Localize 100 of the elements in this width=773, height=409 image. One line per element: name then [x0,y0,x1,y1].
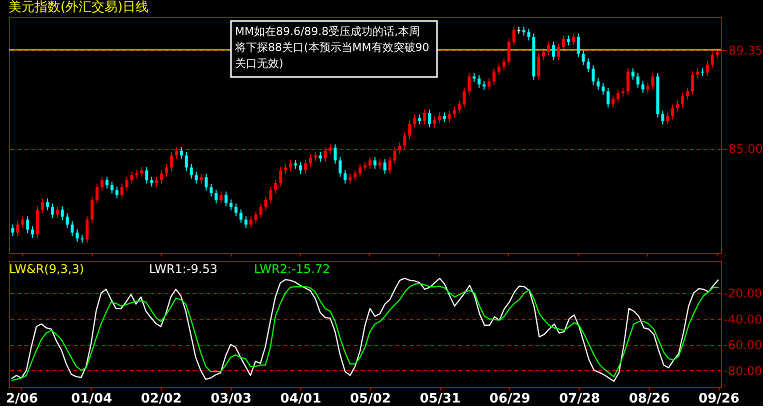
x-tick-label: 2/06 [6,392,38,406]
candlestick [586,58,590,73]
x-tick-label: 06/29 [489,392,530,406]
candlestick [184,152,188,172]
candlestick [289,159,292,172]
candlestick [448,110,451,123]
candlestick [21,216,24,229]
candlestick [651,72,654,90]
x-tick-label: 01/04 [71,392,112,406]
candlestick [542,48,546,61]
x-tick-label: 02/02 [140,392,182,406]
candlestick [432,116,436,128]
candlestick [50,203,54,219]
candlestick [16,220,20,236]
candlestick [527,28,530,41]
candlestick [269,186,272,204]
candlestick [438,112,441,124]
candlestick [383,158,386,174]
candlestick [557,43,560,61]
candlestick [190,164,193,180]
candlestick [56,206,59,219]
candlestick [596,78,600,90]
candlestick [130,171,134,184]
candlestick [348,173,352,184]
candlestick [86,216,89,244]
chart-title: 美元指数(外汇交易)日线 [8,0,149,15]
candlestick [120,183,124,199]
series-label: LWR1:-9.53 [149,262,218,276]
candlestick [566,35,570,46]
candlestick [423,109,426,125]
candlestick [230,198,233,211]
candlestick [602,82,605,96]
candlestick [354,169,357,182]
candlestick [661,110,664,125]
candlestick [80,234,84,244]
candlestick [497,62,500,76]
candlestick [696,68,699,79]
x-tick-label: 08/26 [628,392,670,406]
candlestick [606,88,610,108]
candlestick [612,95,615,108]
candlestick [507,38,510,66]
y-tick-label: -40.00 [724,312,762,326]
candlestick [671,104,674,120]
candlestick [398,142,402,155]
candlestick [631,68,634,80]
candlestick [378,158,382,170]
candlestick [110,181,114,194]
candlestick [70,220,74,236]
x-tick-label: 09/26 [698,392,740,406]
y-tick-label: -20.00 [724,286,762,301]
candlestick [706,60,709,76]
candlestick [373,156,376,170]
candlestick [488,78,491,90]
candlestick [26,216,30,234]
candlestick [308,154,312,168]
candlestick [140,166,144,178]
candlestick [636,72,640,88]
candlestick [299,162,302,174]
x-tick-label: 03/03 [210,392,252,406]
candlestick [666,112,670,125]
candlestick [334,144,337,164]
candlestick [180,146,183,160]
x-tick-label: 05/31 [420,392,461,406]
candlestick [96,183,99,204]
candlestick [458,100,461,114]
candlestick [388,156,392,174]
candlestick [452,106,456,118]
candlestick [324,146,327,162]
candlestick [368,156,372,170]
candlestick [284,164,288,174]
candlestick [220,191,223,204]
candlestick [512,26,516,46]
candlestick [552,41,556,61]
candlestick [170,152,173,172]
candlestick [710,50,714,69]
candlestick [344,169,347,184]
x-tick-label: 04/01 [280,392,322,406]
candlestick [646,82,650,94]
candlestick [492,68,496,86]
candlestick [194,171,198,184]
candlestick [100,176,104,192]
candlestick [279,166,282,188]
candlestick [572,33,575,46]
candlestick [165,164,168,178]
candlestick [259,203,262,219]
series-label: LWR2:-15.72 [254,262,330,276]
candlestick [254,210,258,224]
candlestick [239,208,242,224]
candlestick [46,198,49,211]
candlestick [40,198,44,214]
candlestick [249,216,252,229]
candlestick [304,159,307,174]
candlestick [328,144,332,155]
y-tick-label: 85.00 [728,142,763,156]
candlestick [641,80,644,94]
x-tick-label: 07/28 [559,392,600,406]
candlestick [418,114,422,125]
candlestick [115,186,118,199]
candlestick [413,114,416,128]
candlestick [462,88,466,108]
